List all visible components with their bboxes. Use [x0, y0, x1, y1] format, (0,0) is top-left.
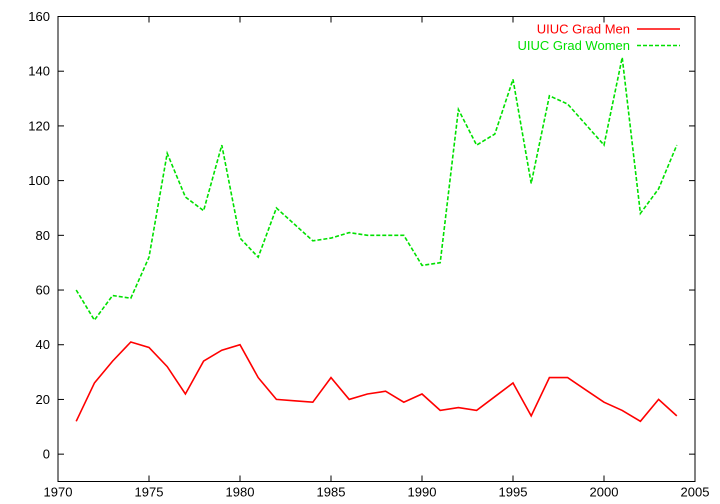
y-tick-label: 100	[28, 173, 50, 188]
x-tick-label: 2005	[681, 485, 710, 500]
x-tick-label: 1985	[317, 485, 346, 500]
y-tick-label: 160	[28, 9, 50, 24]
x-tick-label: 1980	[226, 485, 255, 500]
y-tick-label: 80	[36, 228, 50, 243]
legend-label: UIUC Grad Men	[537, 22, 630, 37]
series-line-0	[75, 341, 678, 423]
x-tick-label: 1970	[44, 485, 73, 500]
series-group	[75, 57, 678, 423]
y-tick-label: 20	[36, 392, 50, 407]
y-tick-label: 60	[36, 283, 50, 298]
series-line-1	[75, 57, 678, 322]
axis-ticks: 1970 1975 1980 1985 1990 1995 2000 2005 0 20 40 60 8…	[28, 9, 709, 500]
plot-frame	[57, 16, 696, 482]
x-tick-label: 2000	[590, 485, 619, 500]
x-tick-label: 1990	[408, 485, 437, 500]
y-tick-label: 40	[36, 337, 50, 352]
legend-label: UIUC Grad Women	[518, 38, 630, 53]
x-tick-label: 1995	[499, 485, 528, 500]
y-tick-label: 120	[28, 118, 50, 133]
y-tick-label: 140	[28, 64, 50, 79]
x-tick-label: 1975	[135, 485, 164, 500]
y-tick-label: 0	[43, 447, 50, 462]
